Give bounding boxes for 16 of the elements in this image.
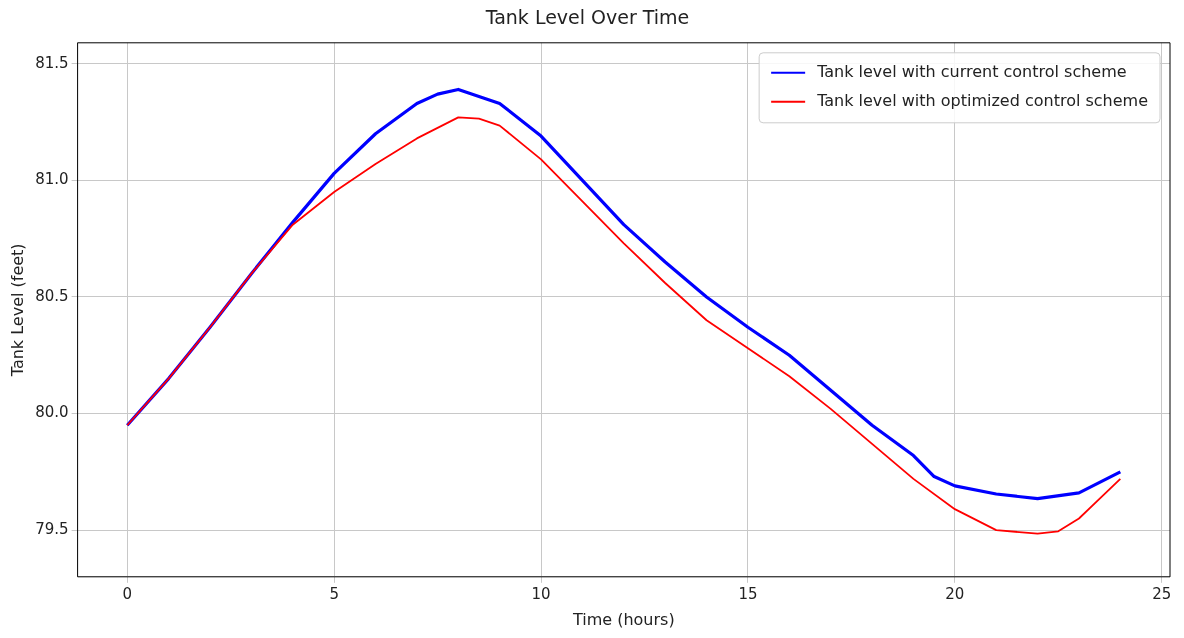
x-tick-label: 25 xyxy=(1152,584,1172,603)
x-tick-label: 0 xyxy=(122,584,133,603)
x-tick-label: 15 xyxy=(738,584,758,603)
x-tick-label: 10 xyxy=(531,584,551,603)
y-tick-label: 80.5 xyxy=(35,286,69,305)
chart-title: Tank Level Over Time xyxy=(484,6,690,29)
legend-label: Tank level with optimized control scheme xyxy=(816,90,1148,110)
x-tick-label: 5 xyxy=(329,584,339,603)
y-tick-label: 80.0 xyxy=(35,403,69,422)
y-axis-title: Tank Level (feet) xyxy=(7,243,27,378)
x-tick-label: 20 xyxy=(945,584,965,603)
y-tick-label: 81.5 xyxy=(35,53,69,72)
y-tick-label: 81.0 xyxy=(35,170,69,189)
x-axis-title: Time (hours) xyxy=(571,609,675,629)
y-tick-label: 79.5 xyxy=(35,520,69,539)
legend-label: Tank level with current control scheme xyxy=(816,61,1127,81)
